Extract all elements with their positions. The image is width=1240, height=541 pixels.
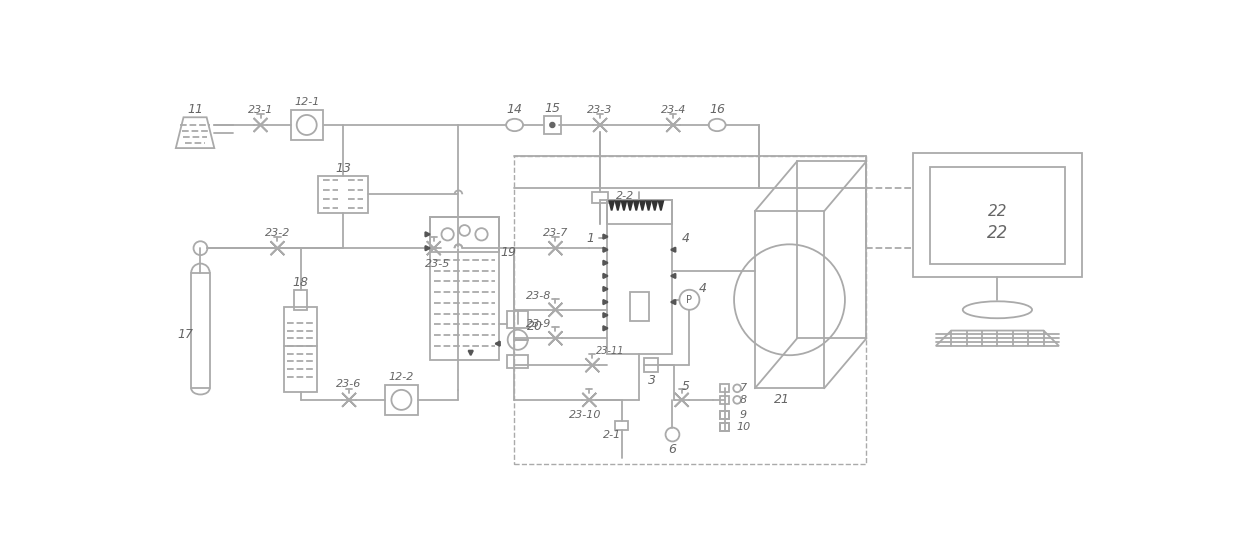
Bar	[284, 307, 317, 392]
Text: 22: 22	[987, 224, 1008, 242]
Bar	[191, 273, 210, 388]
Bar	[513, 156, 867, 464]
Text: 12-1: 12-1	[294, 97, 320, 107]
Polygon shape	[603, 300, 608, 305]
Polygon shape	[603, 287, 608, 291]
Bar	[430, 217, 500, 360]
Polygon shape	[603, 234, 608, 239]
Text: 3: 3	[647, 374, 656, 387]
Bar	[720, 411, 729, 419]
Bar	[290, 110, 322, 140]
Bar	[608, 200, 672, 225]
Bar	[644, 358, 658, 372]
Polygon shape	[425, 246, 430, 250]
Bar	[430, 217, 500, 252]
Text: 16: 16	[709, 103, 725, 116]
Text: 23-4: 23-4	[661, 104, 686, 115]
Polygon shape	[609, 201, 614, 210]
Polygon shape	[671, 247, 676, 252]
Text: 10: 10	[737, 422, 750, 432]
Bar	[615, 421, 627, 430]
Text: 23-3: 23-3	[588, 104, 613, 115]
Bar	[507, 355, 528, 367]
Text: 23-2: 23-2	[265, 228, 290, 238]
Polygon shape	[646, 201, 651, 210]
Text: 9: 9	[740, 410, 746, 420]
Bar	[544, 116, 560, 134]
Bar	[930, 167, 1065, 263]
Text: 22: 22	[987, 204, 1007, 219]
Polygon shape	[621, 201, 626, 210]
Text: 23-5: 23-5	[425, 259, 450, 268]
Text: 7: 7	[740, 384, 746, 393]
Text: P: P	[687, 295, 692, 305]
Bar	[720, 423, 729, 431]
Polygon shape	[652, 201, 657, 210]
Text: 15: 15	[544, 102, 560, 115]
Text: 13: 13	[335, 162, 351, 175]
Text: 2-2: 2-2	[616, 191, 635, 201]
Text: 6: 6	[668, 444, 677, 457]
Polygon shape	[671, 300, 676, 305]
Text: 23-8: 23-8	[526, 291, 552, 301]
Text: 4: 4	[682, 232, 689, 245]
Polygon shape	[603, 247, 608, 252]
Text: 2-1: 2-1	[604, 430, 621, 439]
Bar	[593, 192, 608, 203]
Bar	[755, 211, 825, 388]
Bar	[386, 385, 418, 414]
Bar	[913, 154, 1083, 276]
Bar	[720, 396, 729, 404]
Bar	[720, 411, 729, 419]
Polygon shape	[671, 274, 676, 278]
Text: 20: 20	[527, 320, 543, 333]
Text: 21: 21	[774, 393, 790, 406]
Polygon shape	[634, 201, 639, 210]
Polygon shape	[603, 326, 608, 331]
Text: 19: 19	[501, 246, 516, 259]
Text: 23-9: 23-9	[526, 319, 552, 329]
Polygon shape	[495, 341, 500, 346]
Text: 1: 1	[587, 232, 594, 245]
Bar	[319, 176, 367, 213]
Bar	[720, 423, 729, 431]
Circle shape	[551, 123, 554, 127]
Bar	[507, 311, 528, 328]
Text: 5: 5	[682, 379, 689, 393]
Polygon shape	[615, 201, 620, 210]
Text: 11: 11	[187, 103, 203, 116]
Bar	[630, 292, 649, 321]
Polygon shape	[469, 351, 472, 355]
Text: 23-1: 23-1	[248, 104, 273, 115]
Text: 18: 18	[293, 275, 309, 288]
Text: 17: 17	[177, 328, 193, 341]
Bar	[797, 161, 867, 338]
Text: 23-10: 23-10	[569, 410, 601, 420]
Bar	[720, 385, 729, 392]
Text: 23-6: 23-6	[336, 379, 362, 390]
Polygon shape	[603, 274, 608, 278]
Polygon shape	[658, 201, 663, 210]
Text: 12-2: 12-2	[388, 372, 414, 382]
Text: 23-7: 23-7	[543, 228, 568, 238]
Text: 14: 14	[507, 103, 522, 116]
Polygon shape	[603, 313, 608, 318]
Bar	[294, 290, 306, 310]
Text: 4: 4	[699, 282, 707, 295]
Polygon shape	[640, 201, 645, 210]
Text: 8: 8	[740, 395, 746, 405]
Bar	[608, 200, 672, 354]
Polygon shape	[425, 232, 430, 236]
Text: 23-11: 23-11	[596, 346, 625, 357]
Polygon shape	[627, 201, 632, 210]
Polygon shape	[603, 261, 608, 265]
